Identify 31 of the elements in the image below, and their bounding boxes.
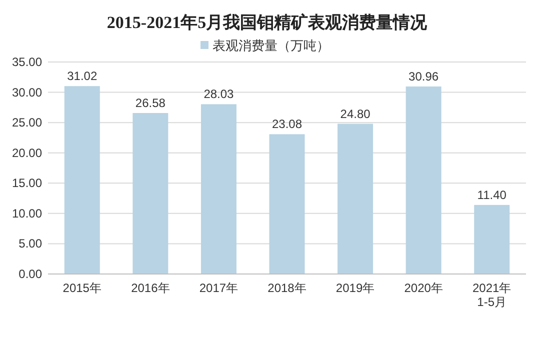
y-tick-label: 0.00 xyxy=(18,267,42,281)
x-tick-label: 2020年 xyxy=(404,281,443,295)
x-tick-label: 2019年 xyxy=(336,281,375,295)
bar xyxy=(338,124,374,274)
data-label: 11.40 xyxy=(477,188,507,202)
bar xyxy=(406,86,442,274)
y-tick-label: 30.00 xyxy=(12,85,42,100)
bar xyxy=(474,204,510,274)
x-tick-label: 2018年 xyxy=(268,281,306,295)
x-tick-label: 2016年 xyxy=(131,281,170,295)
data-label: 26.58 xyxy=(135,96,166,110)
y-tick-label: 35.00 xyxy=(12,55,42,69)
y-tick-label: 25.00 xyxy=(12,116,42,130)
data-label: 30.96 xyxy=(408,69,439,84)
bar xyxy=(269,134,305,274)
x-tick-label: 2015年 xyxy=(62,281,102,295)
data-label: 31.02 xyxy=(67,69,98,84)
bar xyxy=(200,104,236,274)
x-tick-label: 2021年 1-5月 xyxy=(472,281,512,309)
data-label: 24.80 xyxy=(340,106,371,121)
legend-label: 表观消费量（万吨） xyxy=(212,38,330,53)
data-label: 23.08 xyxy=(272,117,302,132)
y-tick-label: 10.00 xyxy=(12,206,42,220)
y-tick-label: 15.00 xyxy=(12,176,42,190)
y-tick-label: 20.00 xyxy=(12,146,42,160)
y-tick-label: 5.00 xyxy=(18,236,42,251)
x-tick-label: 2017年 xyxy=(199,281,238,295)
bar xyxy=(64,86,100,274)
chart-title: 2015-2021年5月我国钼精矿表观消费量情况 xyxy=(106,13,428,32)
bar xyxy=(132,113,168,274)
data-label: 28.03 xyxy=(204,87,234,102)
